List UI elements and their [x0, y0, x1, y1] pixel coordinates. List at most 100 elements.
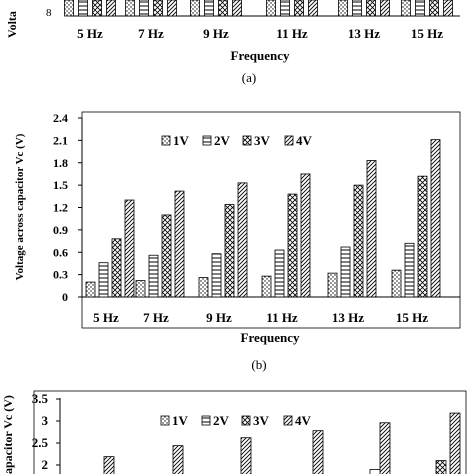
y-tick-label-c-0: 2	[42, 457, 49, 472]
category-label-a-0: 5 Hz	[77, 26, 103, 41]
bar-2V-15Hz	[404, 242, 415, 298]
category-label-b-0: 5 Hz	[93, 310, 119, 325]
y-tick-label-b-2: 0.6	[53, 245, 68, 259]
legend-label-4V: 4V	[296, 133, 313, 148]
bar-c-4V-2	[240, 437, 252, 474]
bar-2V-11Hz	[274, 249, 285, 298]
panel-c-bars	[103, 412, 461, 474]
y-tick-label-c-1: 2.5	[32, 435, 49, 450]
bar-2V-9Hz	[211, 253, 222, 298]
panel-c-legend: 1V 2V 3V 4V	[160, 413, 312, 428]
legend-swatch-c-1V	[160, 415, 170, 426]
panel-b-category-labels: 5 Hz 7 Hz 9 Hz 11 Hz 13 Hz 15 Hz	[93, 310, 428, 325]
category-label-b-5: 15 Hz	[396, 310, 428, 325]
panel-b-x-axis-label: Frequency	[241, 330, 300, 345]
legend-label-c-2V: 2V	[213, 413, 230, 428]
category-label-a-1: 7 Hz	[138, 26, 164, 41]
category-label-a-3: 11 Hz	[276, 26, 308, 41]
legend-swatch-4V	[284, 135, 294, 146]
category-label-b-2: 9 Hz	[206, 310, 232, 325]
y-tick-label-b-8: 2.4	[53, 111, 68, 125]
legend-swatch-c-4V	[283, 415, 293, 426]
panel-b-bars	[85, 139, 441, 298]
bar-3V-11Hz	[287, 193, 298, 298]
panel-b-y-ticks: 0 0.3 0.6 0.9 1.2 1.5 1.8 2.1 2.4	[53, 111, 82, 304]
category-label-a-2: 9 Hz	[203, 26, 229, 41]
legend-label-2V: 2V	[214, 133, 231, 148]
category-label-a-5: 15 Hz	[411, 26, 443, 41]
bar-4V-13Hz	[366, 160, 377, 298]
bar-a-2V-11Hz	[280, 0, 290, 17]
bar-a-1V-9Hz	[190, 0, 200, 17]
bar-a-1V-15Hz	[401, 0, 411, 17]
y-tick-label-c-3: 3.5	[32, 391, 49, 406]
bar-3V-5Hz	[111, 238, 122, 298]
bar-4V-11Hz	[300, 173, 311, 298]
bar-3V-9Hz	[224, 204, 235, 298]
bar-a-4V-5Hz	[106, 0, 116, 17]
bar-a-2V-5Hz	[78, 0, 88, 17]
legend-swatch-2V	[202, 135, 212, 146]
bar-a-4V-15Hz	[443, 0, 453, 17]
panel-b-caption: (b)	[251, 357, 266, 372]
panel-c: 2 2.5 3 3.5 apacitor Vc (V) 1V 2V 3V 4V	[1, 390, 467, 474]
bar-4V-15Hz	[430, 139, 441, 298]
y-tick-label-b-7: 2.1	[53, 133, 68, 147]
bar-4V-7Hz	[174, 190, 185, 298]
bar-a-2V-15Hz	[415, 0, 425, 17]
panel-a-x-axis-label: Frequency	[231, 48, 290, 63]
bar-2V-7Hz	[148, 254, 159, 298]
y-tick-label-b-3: 0.9	[53, 223, 68, 237]
bar-c-4V-0	[103, 456, 115, 474]
bar-a-3V-11Hz	[294, 0, 304, 17]
bar-3V-7Hz	[161, 214, 172, 298]
bar-a-2V-13Hz	[352, 0, 362, 17]
legend-swatch-c-2V	[201, 415, 211, 426]
bar-a-3V-13Hz	[366, 0, 376, 17]
bar-a-1V-7Hz	[125, 0, 135, 17]
panel-b-legend: 1V 2V 3V 4V	[161, 133, 313, 148]
bar-a-3V-5Hz	[92, 0, 102, 17]
legend-label-1V: 1V	[173, 133, 190, 148]
panel-a: Volta 8 5 Hz 7 Hz 9 Hz 11 Hz 13 Hz 15 Hz Freq…	[5, 0, 460, 85]
y-tick-label-b-5: 1.5	[53, 178, 68, 192]
category-label-b-3: 11 Hz	[266, 310, 298, 325]
bar-2V-5Hz	[98, 262, 109, 298]
bar-c-partial-1	[435, 460, 447, 474]
legend-label-c-4V: 4V	[295, 413, 312, 428]
y-tick-label-c-2: 3	[42, 413, 49, 428]
legend-label-c-3V: 3V	[253, 413, 270, 428]
bar-a-2V-9Hz	[204, 0, 214, 17]
bar-1V-9Hz	[198, 277, 209, 298]
bar-c-4V-4	[379, 422, 391, 474]
bar-a-4V-13Hz	[380, 0, 390, 17]
legend-swatch-1V	[161, 135, 171, 146]
bar-a-2V-7Hz	[139, 0, 149, 17]
panel-a-category-labels: 5 Hz 7 Hz 9 Hz 11 Hz 13 Hz 15 Hz	[77, 26, 443, 41]
panel-c-y-axis-label: apacitor Vc (V)	[1, 395, 15, 474]
panel-a-caption: (a)	[242, 70, 256, 85]
y-tick-label-b-0: 0	[62, 290, 68, 304]
bar-a-3V-7Hz	[153, 0, 163, 17]
bar-a-3V-9Hz	[218, 0, 228, 17]
bar-4V-9Hz	[237, 182, 248, 298]
bar-1V-15Hz	[391, 269, 402, 298]
bar-1V-5Hz	[85, 281, 96, 298]
bar-a-4V-11Hz	[308, 0, 318, 17]
category-label-a-4: 13 Hz	[348, 26, 380, 41]
legend-swatch-3V	[242, 135, 252, 146]
bar-4V-5Hz	[124, 199, 135, 298]
panel-c-plot-frame	[33, 390, 467, 474]
legend-label-c-1V: 1V	[172, 413, 189, 428]
legend-label-3V: 3V	[254, 133, 271, 148]
bar-c-partial-0	[369, 468, 381, 474]
panel-a-bars	[64, 0, 453, 17]
bar-2V-13Hz	[340, 246, 351, 298]
y-tick-label-b-6: 1.8	[53, 156, 68, 170]
panel-b-y-axis-label: Voltage across capacitor Vc (V)	[14, 133, 26, 280]
bar-1V-11Hz	[261, 275, 272, 298]
bar-a-1V-5Hz	[64, 0, 74, 17]
bar-c-4V-5	[449, 412, 461, 474]
bar-3V-13Hz	[353, 184, 364, 298]
category-label-b-4: 13 Hz	[332, 310, 364, 325]
